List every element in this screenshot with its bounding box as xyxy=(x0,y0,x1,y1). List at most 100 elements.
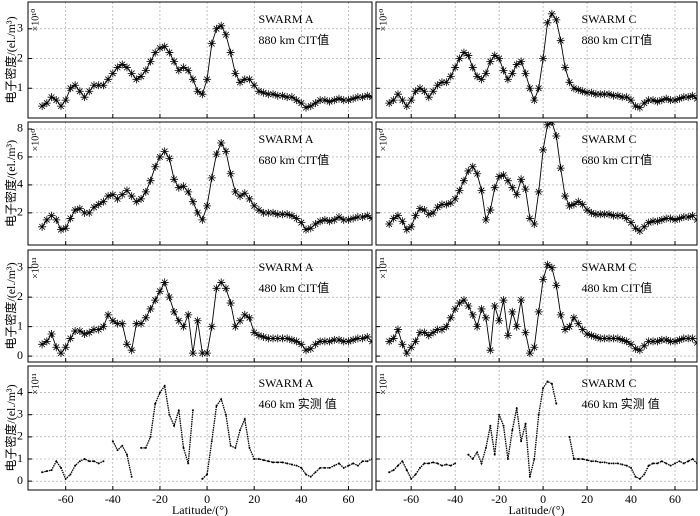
asterisk-marker xyxy=(534,307,543,316)
asterisk-marker xyxy=(688,211,697,220)
asterisk-marker xyxy=(512,60,521,69)
dot-marker xyxy=(396,464,399,467)
asterisk-marker xyxy=(212,284,221,293)
dot-marker xyxy=(168,413,171,416)
asterisk-marker xyxy=(574,319,583,328)
asterisk-marker xyxy=(353,93,362,102)
asterisk-marker xyxy=(184,66,193,75)
asterisk-marker xyxy=(490,51,499,60)
asterisk-marker xyxy=(407,343,416,352)
asterisk-marker xyxy=(415,328,424,337)
dot-marker xyxy=(388,471,391,474)
asterisk-marker xyxy=(534,84,543,93)
asterisk-marker xyxy=(455,299,464,308)
asterisk-marker xyxy=(574,197,583,206)
asterisk-marker xyxy=(250,201,259,210)
dot-marker xyxy=(634,475,637,478)
dot-marker xyxy=(281,461,284,464)
asterisk-marker xyxy=(137,72,146,81)
asterisk-marker xyxy=(415,84,424,93)
asterisk-marker xyxy=(264,90,273,99)
asterisk-marker xyxy=(226,48,235,57)
asterisk-marker xyxy=(671,337,680,346)
asterisk-marker xyxy=(587,331,596,340)
asterisk-marker xyxy=(207,322,216,331)
y-exponent-label: ×10¹⁰ xyxy=(30,9,41,32)
dot-marker xyxy=(182,446,185,449)
asterisk-marker xyxy=(56,102,65,111)
dot-marker xyxy=(309,475,312,478)
asterisk-marker xyxy=(273,91,282,100)
dot-marker xyxy=(401,460,404,463)
asterisk-marker xyxy=(320,215,329,224)
y-tick-label: 8 xyxy=(17,121,23,135)
asterisk-marker xyxy=(335,335,344,344)
annotation: SWARM C xyxy=(581,12,636,26)
asterisk-marker xyxy=(583,88,592,97)
asterisk-marker xyxy=(188,75,197,84)
asterisk-marker xyxy=(325,337,334,346)
dot-marker xyxy=(220,398,223,401)
asterisk-marker xyxy=(320,337,329,346)
annotation: 480 km CIT值 xyxy=(581,280,652,295)
dot-marker xyxy=(64,477,67,480)
asterisk-marker xyxy=(552,131,561,140)
dot-marker xyxy=(568,435,571,438)
dot-marker xyxy=(154,402,157,405)
asterisk-marker xyxy=(273,210,282,219)
asterisk-marker xyxy=(198,215,207,224)
asterisk-marker xyxy=(330,335,339,344)
asterisk-marker xyxy=(477,186,486,195)
asterisk-marker xyxy=(184,310,193,319)
asterisk-marker xyxy=(141,66,150,75)
asterisk-marker xyxy=(675,94,684,103)
asterisk-marker xyxy=(236,316,245,325)
asterisk-marker xyxy=(198,90,207,99)
asterisk-marker xyxy=(618,93,627,102)
dot-marker xyxy=(586,459,589,462)
dot-marker xyxy=(140,446,143,449)
asterisk-marker xyxy=(221,30,230,39)
dot-marker xyxy=(41,471,44,474)
asterisk-marker xyxy=(499,296,508,305)
asterisk-marker xyxy=(569,84,578,93)
asterisk-marker xyxy=(99,197,108,206)
dot-marker xyxy=(88,460,91,463)
asterisk-marker xyxy=(464,302,473,310)
asterisk-marker xyxy=(254,206,263,215)
asterisk-marker xyxy=(146,176,155,185)
asterisk-marker xyxy=(389,334,398,343)
asterisk-marker xyxy=(662,214,671,223)
dot-marker xyxy=(121,444,124,447)
asterisk-marker xyxy=(297,218,306,227)
panel-frame xyxy=(375,121,698,246)
asterisk-marker xyxy=(481,313,490,322)
asterisk-marker xyxy=(455,186,464,195)
asterisk-marker xyxy=(127,346,136,355)
dot-marker xyxy=(599,461,602,464)
dot-marker xyxy=(678,460,681,463)
dot-marker xyxy=(125,453,128,456)
y-tick-label: 3 xyxy=(17,406,23,420)
asterisk-marker xyxy=(193,208,202,217)
asterisk-marker xyxy=(146,57,155,66)
dot-marker xyxy=(272,461,275,464)
x-tick-label: 60 xyxy=(669,492,681,506)
asterisk-marker xyxy=(99,81,108,90)
asterisk-marker xyxy=(407,222,416,231)
dot-marker xyxy=(276,461,279,464)
asterisk-marker xyxy=(170,307,179,316)
dot-marker xyxy=(83,458,86,460)
asterisk-marker xyxy=(459,48,468,57)
asterisk-marker xyxy=(127,192,136,201)
asterisk-marker xyxy=(203,75,212,84)
asterisk-marker xyxy=(398,217,407,226)
asterisk-marker xyxy=(433,203,442,212)
asterisk-marker xyxy=(302,225,311,234)
asterisk-marker xyxy=(349,214,358,223)
asterisk-marker xyxy=(75,87,84,96)
asterisk-marker xyxy=(600,334,609,343)
dot-marker xyxy=(537,413,540,416)
dot-marker xyxy=(333,464,336,467)
asterisk-marker xyxy=(666,96,675,105)
